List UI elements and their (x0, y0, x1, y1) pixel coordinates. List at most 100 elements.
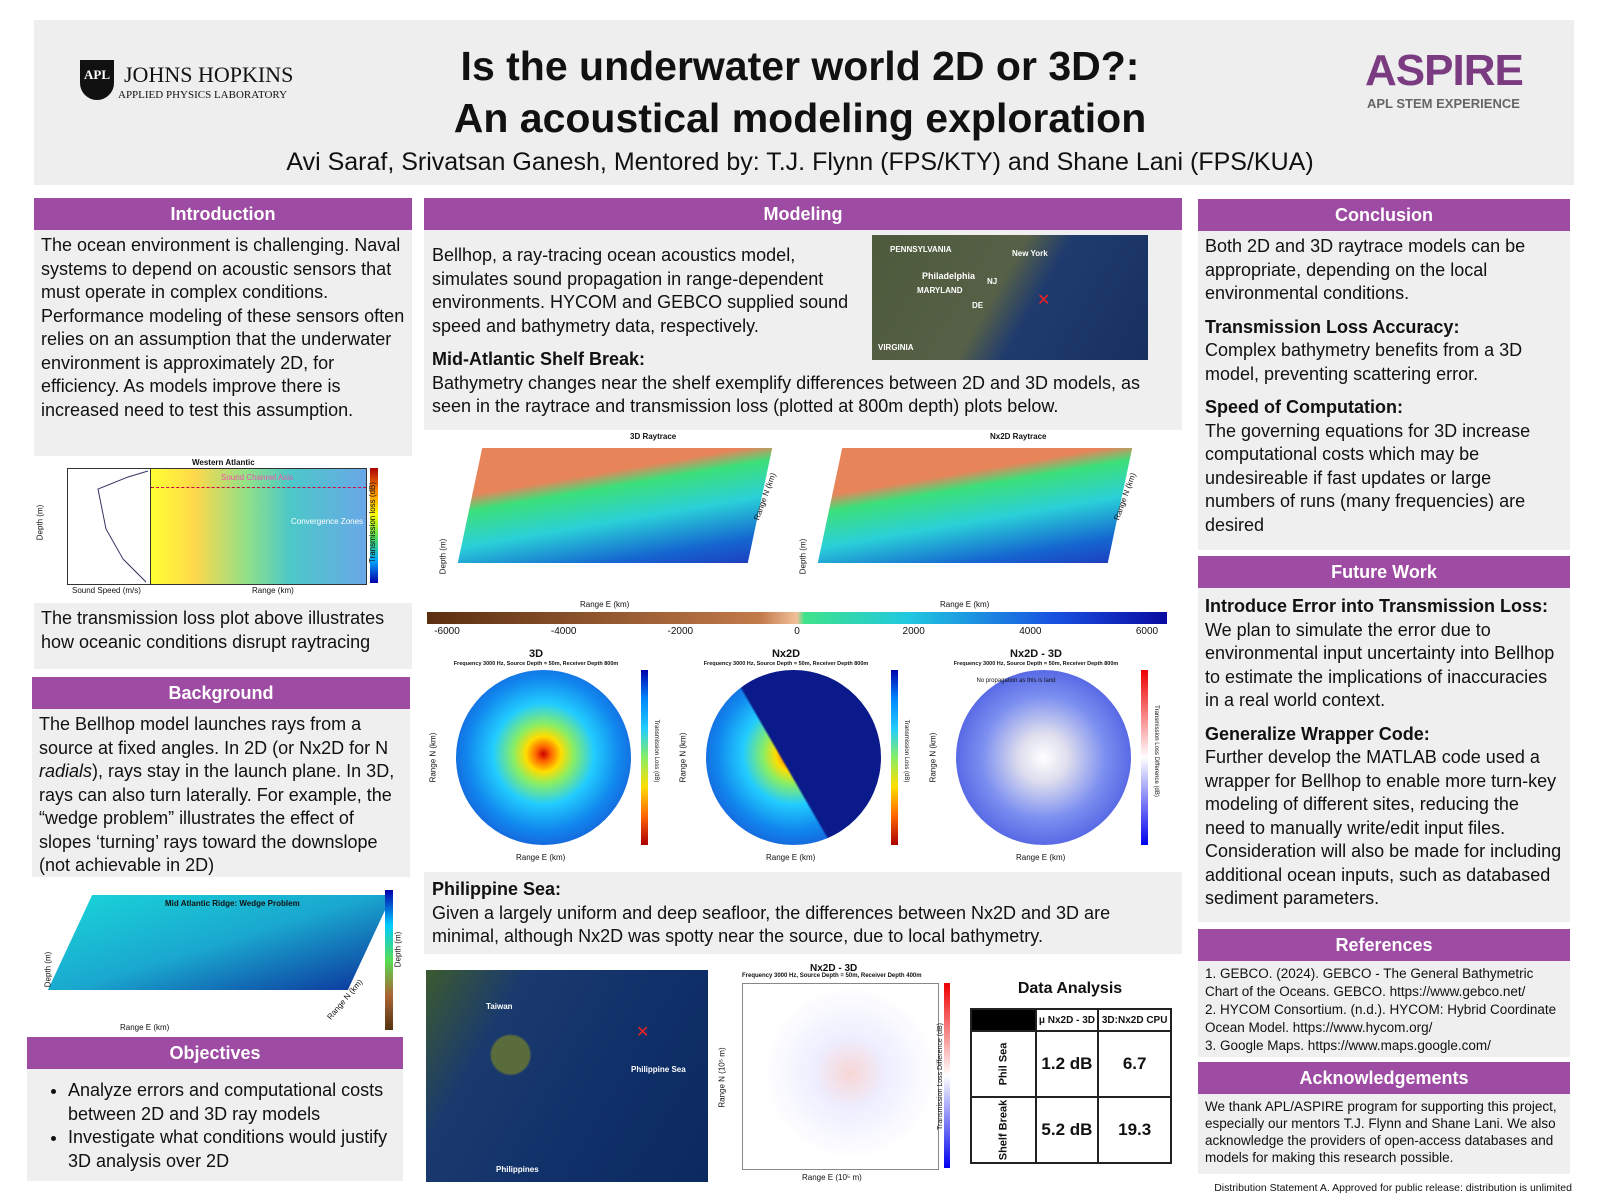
raytrace-3d: 3D Raytrace Depth (m) Range E (km) Range… (430, 432, 790, 612)
objective: Analyze errors and computational costs b… (68, 1079, 396, 1126)
plot-subtitle: Frequency 3000 Hz, Source Depth = 50m, R… (742, 973, 922, 979)
plot-title: Nx2D (771, 648, 801, 660)
site-marker: ✕ (1037, 292, 1051, 309)
header (34, 20, 1574, 185)
map-label: MARYLAND (917, 286, 963, 295)
conclusion: Both 2D and 3D raytrace models can be ap… (1198, 231, 1570, 550)
plot-title: 3D (528, 648, 544, 660)
colorbar-label: Transmission Loss (dB) (653, 719, 659, 783)
x-label: Sound Speed (m/s) (72, 586, 141, 595)
table-title: Data Analysis (1017, 980, 1123, 997)
z-label: Depth (m) (43, 951, 53, 988)
map-label: Philippines (496, 1165, 539, 1174)
tick-label: -4000 (550, 626, 577, 637)
shelf-text: Bathymetry changes near the shelf exempl… (432, 372, 1141, 417)
section-heading: Objectives (27, 1037, 403, 1069)
section-heading: References (1198, 929, 1570, 961)
cell: 1.2 dB (1034, 1030, 1100, 1098)
map-label: Philippine Sea (631, 1065, 686, 1074)
map: PENNSYLVANIA New York Philadelphia NJ MA… (872, 235, 1148, 360)
caption: The transmission loss plot above illustr… (34, 603, 412, 669)
wedge-figure: Mid Atlantic Ridge: Wedge Problem Depth … (40, 885, 402, 1035)
y-label: Depth (m) (35, 504, 45, 541)
references: 1. GEBCO. (2024). GEBCO - The General Ba… (1198, 961, 1570, 1057)
logo-subtitle: APPLIED PHYSICS LABORATORY (118, 89, 288, 101)
section-heading: Introduction (34, 198, 412, 230)
map-label: New York (1012, 249, 1048, 258)
tick-label: -2000 (667, 626, 694, 637)
text: Further develop the MATLAB code used a w… (1205, 747, 1562, 908)
plot-subtitle: Frequency 3000 Hz, Source Depth = 50m, R… (953, 661, 1119, 667)
colorbar-label: Transmission Loss Difference (dB) (1153, 705, 1159, 797)
z-label: Depth (m) (798, 538, 808, 575)
plot-title: Nx2D - 3D (810, 963, 858, 974)
z-label: Depth (m) (438, 538, 448, 575)
column-header: μ Nx2D - 3D (1034, 1008, 1100, 1032)
map-label: DE (972, 301, 984, 310)
section-heading: Background (32, 677, 410, 709)
reference: 3. Google Maps. https://www.maps.google.… (1205, 1038, 1491, 1053)
point-title: Generalize Wrapper Code: (1205, 723, 1430, 744)
x-label: Range E (km) (1016, 853, 1066, 862)
map-label: Philadelphia (922, 271, 976, 281)
x-label: Range E (km) (120, 1023, 170, 1032)
phil-plot: Nx2D - 3D Frequency 3000 Hz, Source Dept… (712, 963, 962, 1185)
plot-area (742, 983, 939, 1170)
figure-title: Western Atlantic (192, 458, 255, 467)
plot-subtitle: Frequency 3000 Hz, Source Depth = 50m, R… (703, 661, 869, 667)
tick-label: 0 (794, 626, 800, 637)
title-line: Is the underwater world 2D or 3D?: (460, 43, 1140, 89)
colorbar (891, 670, 898, 845)
polar-plot: Nx2D Frequency 3000 Hz, Source Depth = 50… (678, 648, 926, 868)
colorbar-label: Transmission Loss (dB) (903, 719, 909, 783)
colorbar (944, 983, 950, 1168)
colorbar (385, 890, 393, 1030)
text: radials (39, 761, 93, 781)
point-title: Transmission Loss Accuracy: (1205, 316, 1460, 337)
y-label: Range N (km) (428, 732, 438, 783)
tick-label: 6000 (1135, 626, 1159, 637)
x-label: Range E (km) (516, 853, 566, 862)
plot-title: Nx2D Raytrace (990, 432, 1047, 441)
cell: 6.7 (1097, 1030, 1172, 1098)
tick-label: -6000 (434, 626, 460, 637)
plot-title: Nx2D - 3D (1010, 648, 1062, 660)
text: Both 2D and 3D raytrace models can be ap… (1205, 236, 1526, 303)
future-work: Introduce Error into Transmission Loss: W… (1198, 588, 1570, 922)
annotation: Convergence Zones (291, 517, 364, 526)
transmission-loss-plot: Sound Channel Axis Convergence Zones (150, 468, 367, 585)
plot-subtitle: Frequency 3000 Hz, Source Depth = 50m, R… (453, 661, 619, 667)
cell: 19.3 (1097, 1096, 1172, 1164)
polar-field (706, 670, 881, 845)
text: The governing equations for 3D increase … (1205, 420, 1531, 535)
intro-text: The ocean environment is challenging. Na… (34, 230, 412, 456)
figure-title: Mid Atlantic Ridge: Wedge Problem (165, 899, 300, 908)
colorbar (1141, 670, 1148, 845)
y-label: Range N (km) (678, 732, 688, 783)
text: The Bellhop model launches rays from a s… (39, 714, 389, 758)
logo-mark: APL (80, 60, 114, 100)
colorbar (641, 670, 648, 845)
background-text: The Bellhop model launches rays from a s… (32, 709, 410, 877)
point-title: Speed of Computation: (1205, 397, 1403, 417)
objective: Investigate what conditions would justif… (68, 1126, 396, 1173)
reference: 1. GEBCO. (2024). GEBCO - The General Ba… (1205, 966, 1534, 999)
subheading: Philippine Sea: (432, 879, 562, 899)
row-header: Shelf Break (997, 1099, 1010, 1161)
title-line: An acoustical modeling exploration (453, 95, 1147, 141)
map-label: Taiwan (486, 1002, 513, 1011)
depth-colorbar (427, 612, 1167, 624)
intro-figure: Western Atlantic Depth (m) Sound Speed (… (35, 458, 412, 595)
y-label: Range N (10⁵ m) (717, 1047, 727, 1108)
x-label: Range E (km) (766, 853, 816, 862)
raytrace-nx2d: Nx2D Raytrace Depth (m) Range E (km) Ran… (790, 432, 1150, 612)
logo-name: JOHNS HOPKINS (124, 62, 294, 87)
polar-plot: 3D Frequency 3000 Hz, Source Depth = 50m,… (428, 648, 676, 868)
phil-map: Taiwan Philippine Sea Philippines ✕ (426, 970, 708, 1182)
modeling-panel: Bellhop, a ray-tracing ocean acoustics m… (424, 230, 1182, 430)
x-label: Range E (km) (940, 600, 990, 609)
map-label: NJ (987, 277, 998, 286)
phil-text: Given a largely uniform and deep seafloo… (432, 902, 1111, 947)
text: Complex bathymetry benefits from a 3D mo… (1205, 340, 1523, 384)
text: ), rays stay in the launch plane. In 3D,… (39, 761, 395, 875)
